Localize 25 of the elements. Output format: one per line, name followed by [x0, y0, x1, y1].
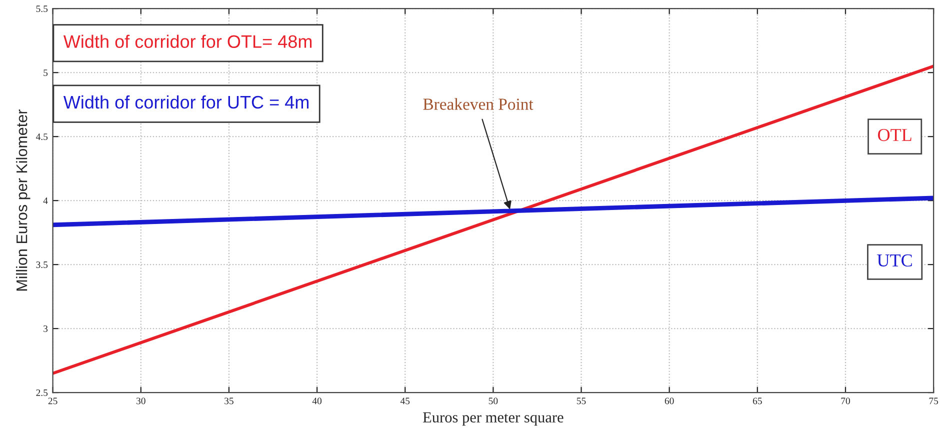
x-tick-label: 60 [664, 398, 674, 404]
y-tick-label: 3 [44, 325, 48, 332]
text: UTC [877, 254, 912, 267]
x-tick-label: 25 [48, 398, 58, 404]
y-axis-title: Million Euros per Kilometer [16, 110, 30, 291]
x-tick-label: 45 [400, 398, 410, 404]
y-tick-label: 2.5 [36, 389, 48, 396]
y-tick-label: 4 [43, 198, 48, 204]
annotation: Width of corridor for UTC = 4m [63, 95, 308, 109]
x-tick-label: 30 [136, 398, 146, 404]
y-tick-label: 5 [44, 70, 48, 76]
annotation: Width of corridor for OTL= 48m [63, 34, 312, 48]
x-tick-label: 55 [576, 398, 586, 404]
y-tick-label: 5.5 [36, 6, 48, 12]
x-tick-label: 35 [224, 398, 234, 404]
x-tick-label: 40 [312, 398, 322, 404]
x-tick-label: 75 [929, 398, 938, 404]
x-tick-label: 70 [841, 398, 850, 404]
text: OTL [878, 128, 912, 142]
x-tick-label: 65 [752, 398, 762, 404]
y-tick-label: 3.5 [36, 261, 48, 268]
annotation: Breakeven Point [423, 98, 534, 110]
x-tick-label: 50 [488, 398, 498, 404]
x-axis-title: Euros per meter square [422, 412, 564, 426]
y-tick-label: 4.5 [36, 134, 48, 140]
